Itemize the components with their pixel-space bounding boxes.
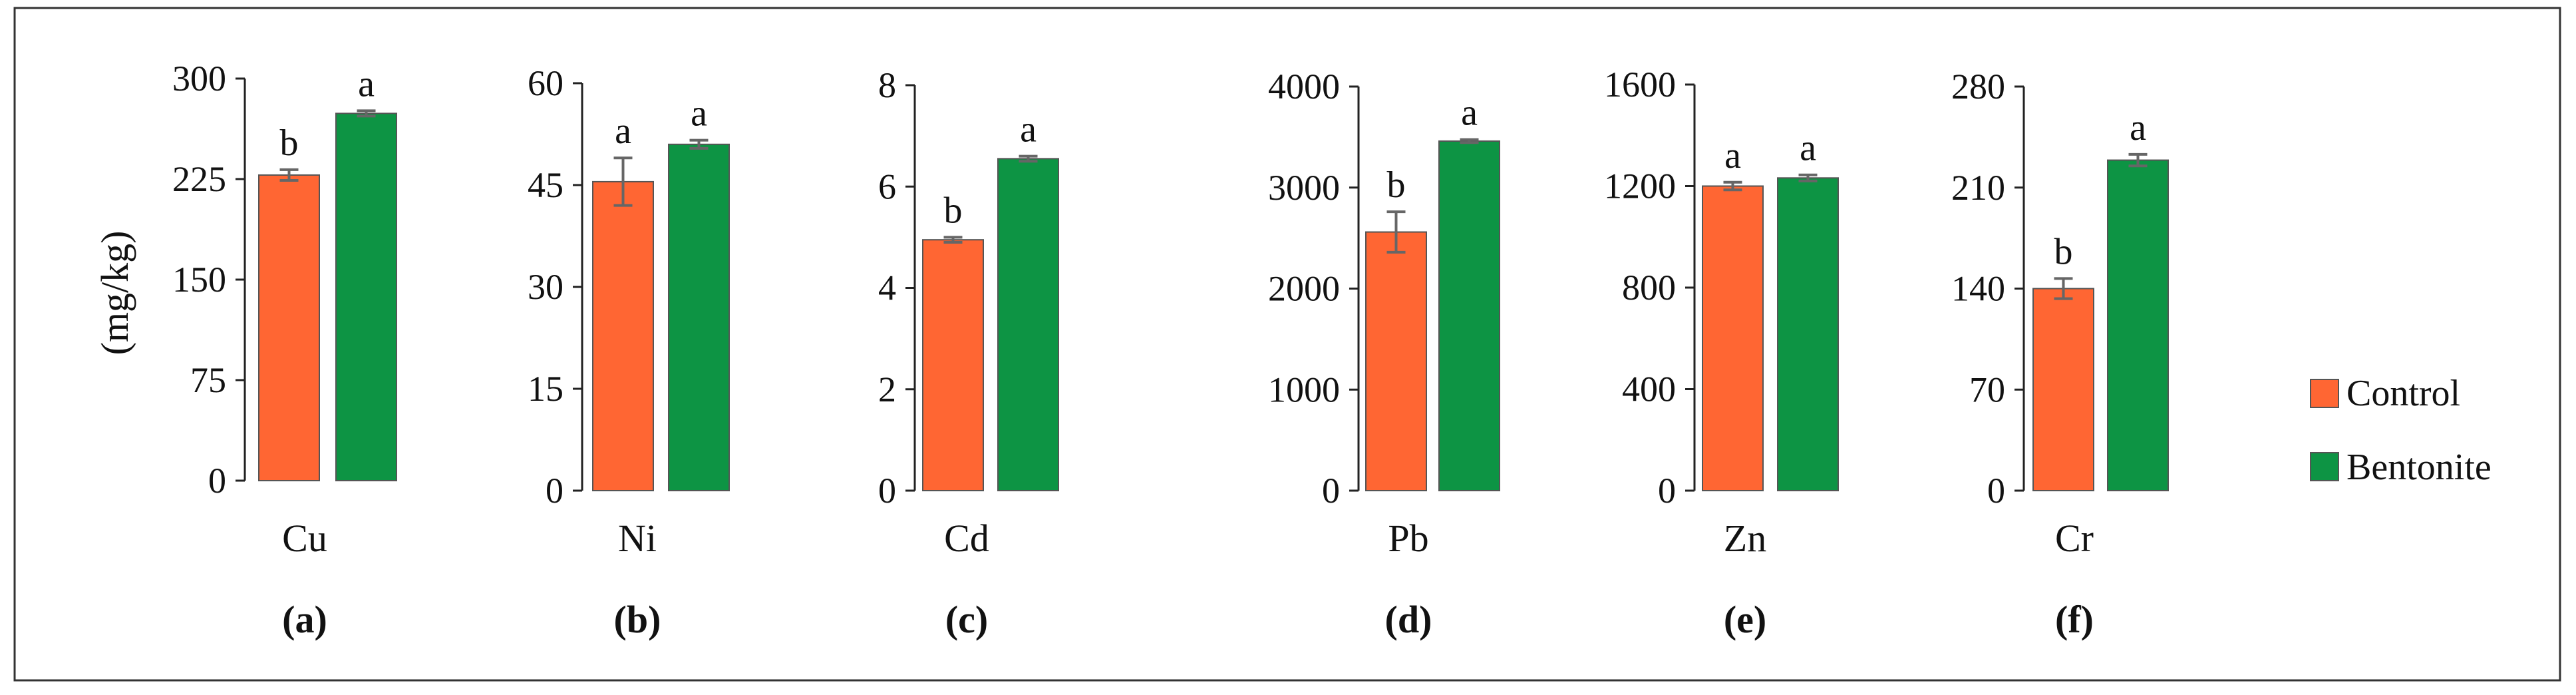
y-tick-label: 75 — [190, 360, 226, 400]
bar-control — [1702, 185, 1764, 491]
y-tick-label: 3000 — [1268, 168, 1340, 208]
bar-bentonite — [1777, 177, 1839, 491]
significance-letter: a — [1020, 109, 1037, 150]
significance-letter: a — [1724, 135, 1741, 176]
y-tick-label: 210 — [1951, 168, 2005, 208]
bar-control — [2032, 288, 2094, 491]
significance-letter: a — [615, 111, 631, 152]
y-tick-label: 800 — [1622, 268, 1676, 308]
significance-letter: b — [944, 190, 963, 231]
panel-cd: 0 2 4 6 8 b a Cd (c) — [878, 65, 1059, 641]
y-tick-label: 1200 — [1604, 166, 1676, 206]
y-tick-label: 225 — [172, 159, 226, 199]
bar-control — [1365, 231, 1427, 491]
y-tick-label: 300 — [172, 59, 226, 99]
bar-bentonite — [997, 158, 1059, 491]
y-tick-label: 0 — [1322, 471, 1340, 511]
bar-bentonite — [2107, 159, 2169, 492]
bar-bentonite — [335, 113, 397, 481]
significance-letter: a — [358, 63, 375, 105]
bar-control — [922, 239, 984, 491]
y-tick-label: 15 — [528, 369, 564, 409]
significance-letter: a — [2130, 107, 2146, 148]
panel-cu: 0 75 150 225 300 b a Cu (a) — [172, 59, 397, 641]
panel-pb: 0 1000 2000 3000 4000 b a Pb (d) — [1268, 67, 1500, 641]
y-tick-label: 1600 — [1604, 65, 1676, 105]
legend-label-control: Control — [2346, 373, 2460, 414]
legend-swatch-control — [2310, 379, 2339, 408]
y-tick-label: 280 — [1951, 67, 2005, 107]
panel-label: (f) — [2055, 598, 2094, 641]
y-tick-label: 4 — [878, 268, 896, 308]
y-tick-label: 0 — [208, 461, 226, 501]
y-tick-label: 2000 — [1268, 269, 1340, 309]
panel-label: (e) — [1724, 598, 1766, 641]
bar-control — [258, 174, 320, 481]
x-category-label: Cr — [2055, 517, 2094, 560]
y-tick-label: 8 — [878, 65, 896, 105]
panel-label: (c) — [945, 598, 988, 641]
bar-bentonite — [1438, 140, 1500, 491]
y-tick-label: 0 — [546, 471, 564, 511]
y-tick-label: 6 — [878, 166, 896, 206]
x-category-label: Ni — [618, 517, 657, 560]
bar-bentonite — [668, 143, 730, 492]
y-tick-label: 4000 — [1268, 67, 1340, 107]
panels: 0 75 150 225 300 b a Cu (a) 0 15 30 45 60 a a Ni (b) 0 2 4 6 8… — [172, 59, 2169, 641]
legend-swatch-bentonite — [2310, 452, 2339, 481]
x-category-label: Cd — [944, 517, 989, 560]
y-tick-label: 30 — [528, 267, 564, 307]
y-tick-label: 0 — [878, 471, 896, 511]
y-tick-label: 70 — [1969, 369, 2005, 409]
significance-letter: a — [1461, 93, 1478, 134]
panel-label: (a) — [282, 598, 327, 641]
panel-label: (d) — [1385, 598, 1432, 641]
significance-letter: a — [1800, 128, 1816, 169]
x-category-label: Cu — [282, 517, 327, 560]
y-axis-label: (mg/kg) — [93, 231, 136, 355]
y-tick-label: 0 — [1987, 471, 2005, 511]
y-tick-label: 150 — [172, 260, 226, 300]
y-tick-label: 45 — [528, 165, 564, 205]
y-tick-label: 400 — [1622, 369, 1676, 409]
legend-label-bentonite: Bentonite — [2346, 447, 2492, 488]
y-tick-label: 140 — [1951, 269, 2005, 309]
significance-letter: b — [280, 122, 299, 164]
y-tick-label: 0 — [1658, 471, 1676, 511]
y-tick-label: 1000 — [1268, 369, 1340, 409]
significance-letter: a — [691, 93, 707, 134]
figure-frame — [13, 7, 2561, 682]
bar-control — [592, 180, 654, 491]
x-category-label: Zn — [1724, 517, 1766, 560]
y-tick-label: 2 — [878, 369, 896, 409]
panel-label: (b) — [614, 598, 661, 641]
panel-cr: 0 70 140 210 280 b a Cr (f) — [1951, 67, 2169, 641]
significance-letter: b — [2054, 231, 2073, 272]
significance-letter: b — [1387, 164, 1406, 206]
panel-ni: 0 15 30 45 60 a a Ni (b) — [528, 63, 730, 641]
panel-zn: 0 400 800 1200 1600 a a Zn (e) — [1604, 65, 1839, 641]
legend: Control Bentonite — [2310, 373, 2492, 488]
y-tick-label: 60 — [528, 63, 564, 103]
x-category-label: Pb — [1388, 517, 1428, 560]
